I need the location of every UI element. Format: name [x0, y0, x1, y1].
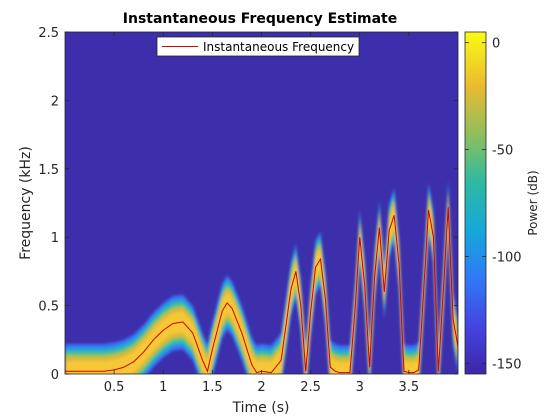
instantaneous-frequency-line — [65, 207, 458, 374]
y-tick-label: 2 — [51, 94, 59, 109]
colorbar-tick-label: 0 — [492, 37, 500, 52]
x-tick-label: 2.5 — [300, 380, 321, 395]
colorbar-tick-label: -150 — [492, 357, 522, 372]
x-tick-label: 3.5 — [399, 380, 420, 395]
y-tick-label: 0 — [51, 368, 59, 383]
series-line — [65, 207, 458, 374]
x-axis-ticks: 0.5 1 1.5 2 2.5 3 3.5 — [104, 32, 419, 395]
legend-box — [156, 36, 360, 57]
colorbar — [464, 31, 487, 375]
y-tick-label: 2.5 — [38, 26, 59, 41]
colorbar-tick-label: -50 — [492, 144, 513, 159]
plot-background — [65, 32, 458, 374]
legend-entry-0: Instantaneous Frequency — [203, 40, 354, 54]
legend: Instantaneous Frequency — [156, 36, 360, 57]
x-tick-label: 2 — [257, 380, 265, 395]
colorbar-tick-label: -100 — [492, 250, 522, 265]
x-tick-label: 1 — [159, 380, 167, 395]
x-tick-label: 3 — [356, 380, 364, 395]
y-axis-ticks: 0 0.5 1 1.5 2 2.5 — [38, 26, 458, 383]
colorbar-label: Power (dB) — [526, 170, 540, 235]
y-axis-label: Frequency (kHz) — [18, 146, 34, 260]
x-axis-label: Time (s) — [232, 400, 290, 416]
y-tick-label: 1.5 — [38, 163, 59, 178]
colorbar-ticks: 0 -50 -100 -150 — [465, 37, 522, 372]
y-tick-label: 0.5 — [38, 300, 59, 315]
chart-title: Instantaneous Frequency Estimate — [123, 11, 397, 27]
x-tick-label: 1.5 — [202, 380, 223, 395]
y-tick-label: 1 — [51, 231, 59, 246]
x-tick-label: 0.5 — [104, 380, 125, 395]
